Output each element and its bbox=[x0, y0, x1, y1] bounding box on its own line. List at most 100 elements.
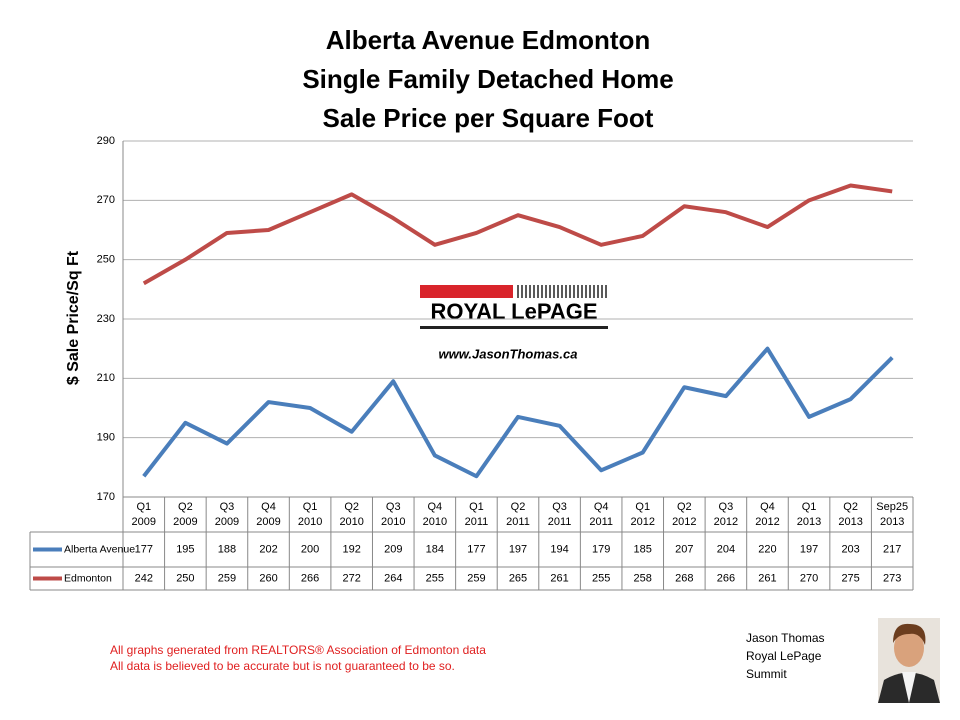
x-tick-label: Q4 bbox=[427, 501, 442, 513]
x-tick-label: Sep25 bbox=[876, 501, 908, 513]
data-label: 265 bbox=[509, 572, 527, 584]
chart-title: Sale Price per Square Foot bbox=[323, 103, 654, 133]
data-label: 268 bbox=[675, 572, 693, 584]
series-line bbox=[142, 183, 893, 286]
data-label: 242 bbox=[135, 572, 153, 584]
x-tick-label: 2011 bbox=[548, 516, 572, 528]
x-tick-label: 2009 bbox=[132, 516, 156, 528]
data-label: 266 bbox=[717, 572, 735, 584]
data-label: 202 bbox=[259, 543, 277, 555]
signature: Royal LePage bbox=[746, 649, 822, 663]
data-label: 272 bbox=[343, 572, 361, 584]
x-tick-label: 2010 bbox=[339, 516, 363, 528]
data-label: 260 bbox=[259, 572, 277, 584]
logo-rule bbox=[420, 326, 608, 329]
data-label: 197 bbox=[509, 543, 527, 555]
legend-label: Edmonton bbox=[64, 572, 112, 584]
x-tick-label: Q3 bbox=[386, 501, 401, 513]
series-line bbox=[142, 346, 894, 479]
data-label: 258 bbox=[634, 572, 652, 584]
x-tick-label: Q4 bbox=[261, 501, 276, 513]
logo-barcode bbox=[517, 285, 607, 298]
x-tick-label: Q2 bbox=[344, 501, 359, 513]
chart-title: Alberta Avenue Edmonton bbox=[326, 25, 651, 55]
data-label: 209 bbox=[384, 543, 402, 555]
x-tick-label: 2011 bbox=[506, 516, 530, 528]
x-tick-label: 2009 bbox=[215, 516, 239, 528]
x-tick-label: Q1 bbox=[303, 501, 318, 513]
y-tick-label: 250 bbox=[97, 254, 115, 266]
x-tick-label: 2009 bbox=[256, 516, 280, 528]
y-tick-label: 210 bbox=[97, 372, 115, 384]
data-label: 204 bbox=[717, 543, 735, 555]
logo: ROYAL LePAGE www.JasonThomas.ca bbox=[415, 280, 615, 361]
x-tick-label: 2010 bbox=[381, 516, 405, 528]
data-label: 184 bbox=[426, 543, 444, 555]
data-label: 270 bbox=[800, 572, 818, 584]
logo-url: www.JasonThomas.ca bbox=[439, 346, 578, 361]
x-tick-label: Q1 bbox=[635, 501, 650, 513]
x-tick-label: Q1 bbox=[136, 501, 151, 513]
chart-title: Single Family Detached Home bbox=[302, 64, 673, 94]
x-tick-label: Q2 bbox=[178, 501, 193, 513]
signature: Jason Thomas bbox=[746, 631, 825, 645]
x-tick-label: 2013 bbox=[797, 516, 821, 528]
x-tick-label: Q3 bbox=[719, 501, 734, 513]
x-tick-label: 2013 bbox=[880, 516, 904, 528]
data-label: 261 bbox=[758, 572, 776, 584]
data-label: 197 bbox=[800, 543, 818, 555]
data-label: 273 bbox=[883, 572, 901, 584]
data-label: 255 bbox=[426, 572, 444, 584]
data-label: 217 bbox=[883, 543, 901, 555]
x-tick-label: Q2 bbox=[677, 501, 692, 513]
data-label: 220 bbox=[758, 543, 776, 555]
x-tick-label: Q1 bbox=[469, 501, 484, 513]
x-tick-label: 2010 bbox=[298, 516, 322, 528]
legend-label: Alberta Avenue bbox=[64, 543, 135, 555]
x-tick-label: Q4 bbox=[594, 501, 609, 513]
footnote: All data is believed to be accurate but … bbox=[110, 659, 455, 673]
x-tick-label: 2011 bbox=[465, 516, 489, 528]
data-label: 177 bbox=[135, 543, 153, 555]
data-label: 259 bbox=[218, 572, 236, 584]
data-label: 259 bbox=[467, 572, 485, 584]
y-axis-label: $ Sale Price/Sq Ft bbox=[65, 250, 82, 385]
x-tick-label: 2011 bbox=[589, 516, 613, 528]
data-label: 250 bbox=[176, 572, 194, 584]
logo-bar bbox=[420, 285, 513, 298]
footnote: All graphs generated from REALTORS® Asso… bbox=[110, 643, 486, 657]
x-tick-label: 2010 bbox=[423, 516, 447, 528]
y-tick-label: 270 bbox=[97, 194, 115, 206]
data-label: 185 bbox=[634, 543, 652, 555]
data-label: 255 bbox=[592, 572, 610, 584]
data-label: 275 bbox=[841, 572, 859, 584]
data-label: 177 bbox=[467, 543, 485, 555]
x-tick-label: Q2 bbox=[511, 501, 526, 513]
x-tick-label: 2012 bbox=[630, 516, 654, 528]
logo-brand: ROYAL LePAGE bbox=[430, 299, 597, 324]
data-label: 192 bbox=[343, 543, 361, 555]
x-tick-label: 2012 bbox=[755, 516, 779, 528]
x-tick-label: Q3 bbox=[220, 501, 235, 513]
data-label: 194 bbox=[550, 543, 568, 555]
y-tick-label: 190 bbox=[97, 432, 115, 444]
x-tick-label: 2013 bbox=[838, 516, 862, 528]
x-tick-label: Q2 bbox=[843, 501, 858, 513]
x-tick-label: 2009 bbox=[173, 516, 197, 528]
photo bbox=[878, 618, 940, 703]
x-tick-label: Q4 bbox=[760, 501, 775, 513]
y-tick-label: 230 bbox=[97, 313, 115, 325]
data-label: 188 bbox=[218, 543, 236, 555]
data-label: 264 bbox=[384, 572, 402, 584]
x-tick-label: Q3 bbox=[552, 501, 567, 513]
x-tick-label: 2012 bbox=[714, 516, 738, 528]
data-label: 266 bbox=[301, 572, 319, 584]
data-label: 195 bbox=[176, 543, 194, 555]
data-label: 200 bbox=[301, 543, 319, 555]
x-tick-label: 2012 bbox=[672, 516, 696, 528]
data-label: 179 bbox=[592, 543, 610, 555]
data-label: 261 bbox=[550, 572, 568, 584]
y-tick-label: 290 bbox=[97, 135, 115, 147]
data-label: 207 bbox=[675, 543, 693, 555]
